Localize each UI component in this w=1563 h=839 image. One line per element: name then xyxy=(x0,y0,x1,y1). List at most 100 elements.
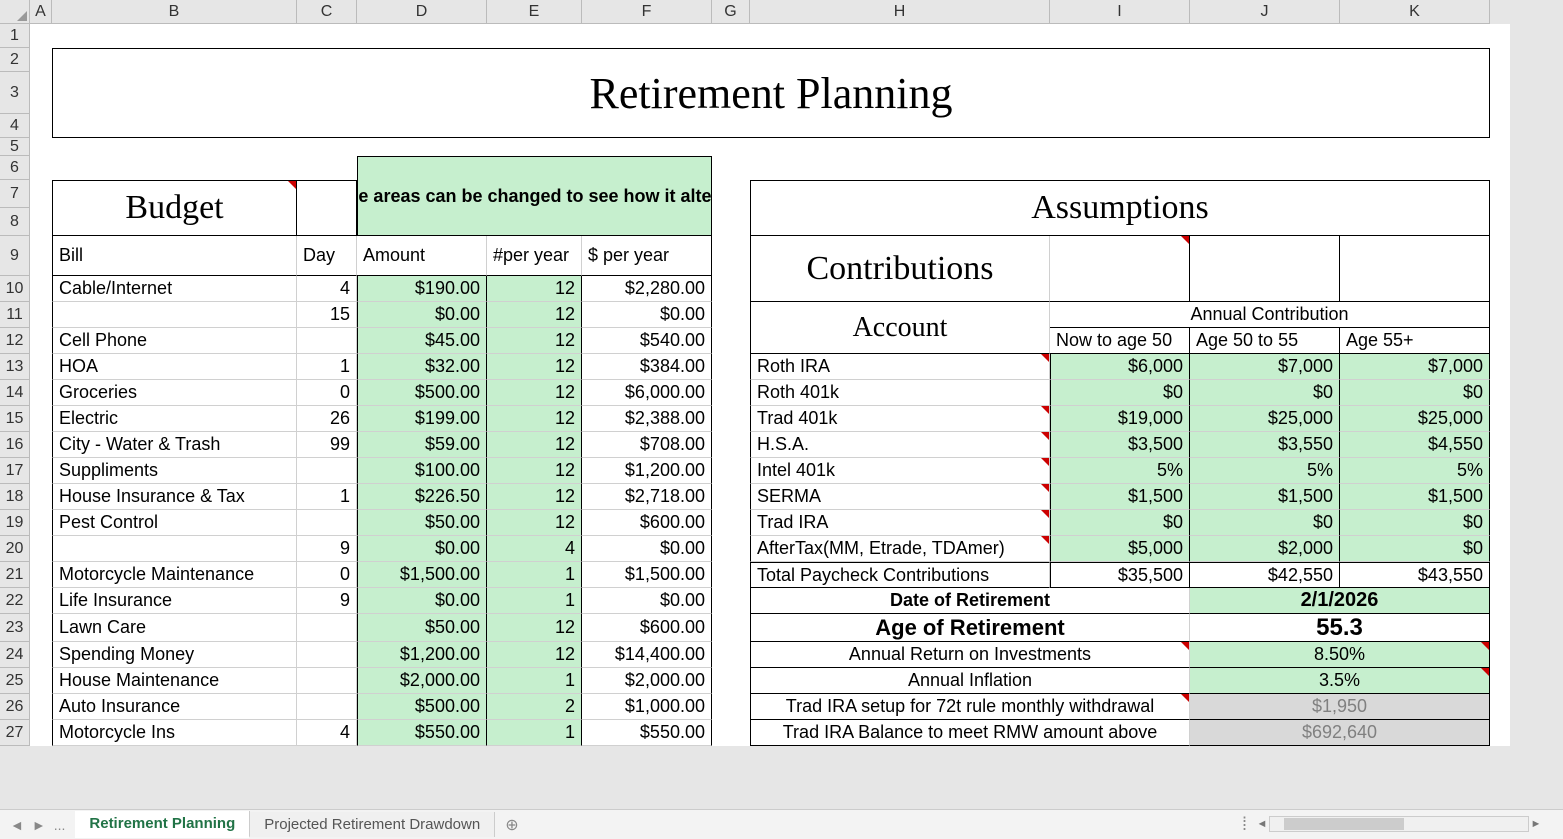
col-header-B[interactable]: B xyxy=(52,0,297,24)
col-header-E[interactable]: E xyxy=(487,0,582,24)
budget-bill-11[interactable] xyxy=(52,302,297,328)
budget-pery-15[interactable]: 12 xyxy=(487,406,582,432)
contrib-v1-15[interactable]: $19,000 xyxy=(1050,406,1190,432)
row-header-26[interactable]: 26 xyxy=(0,694,30,720)
budget-day-11[interactable]: 15 xyxy=(297,302,357,328)
row-header-25[interactable]: 25 xyxy=(0,668,30,694)
budget-amount-17[interactable]: $100.00 xyxy=(357,458,487,484)
tab-projected-drawdown[interactable]: Projected Retirement Drawdown xyxy=(250,812,495,837)
contrib-v1-19[interactable]: $0 xyxy=(1050,510,1190,536)
contrib-v3-15[interactable]: $25,000 xyxy=(1340,406,1490,432)
add-sheet-button[interactable]: ⊕ xyxy=(495,815,528,835)
contrib-acct-15[interactable]: Trad 401k xyxy=(750,406,1050,432)
budget-bill-19[interactable]: Pest Control xyxy=(52,510,297,536)
contrib-acct-14[interactable]: Roth 401k xyxy=(750,380,1050,406)
budget-pery-22[interactable]: 1 xyxy=(487,588,582,614)
budget-day-12[interactable] xyxy=(297,328,357,354)
budget-day-20[interactable]: 9 xyxy=(297,536,357,562)
budget-amount-16[interactable]: $59.00 xyxy=(357,432,487,458)
budget-day-14[interactable]: 0 xyxy=(297,380,357,406)
budget-pery-27[interactable]: 1 xyxy=(487,720,582,746)
budget-amount-22[interactable]: $0.00 xyxy=(357,588,487,614)
budget-day-10[interactable]: 4 xyxy=(297,276,357,302)
horizontal-scrollbar[interactable]: ⁞ ◄ ► xyxy=(1242,809,1563,839)
scroll-left-icon[interactable]: ◄ xyxy=(1255,816,1269,832)
budget-bill-16[interactable]: City - Water & Trash xyxy=(52,432,297,458)
contrib-v1-14[interactable]: $0 xyxy=(1050,380,1190,406)
col-header-J[interactable]: J xyxy=(1190,0,1340,24)
tab-retirement-planning[interactable]: Retirement Planning xyxy=(75,811,250,838)
budget-day-24[interactable] xyxy=(297,642,357,668)
scroll-thumb[interactable] xyxy=(1284,818,1404,830)
budget-bill-15[interactable]: Electric xyxy=(52,406,297,432)
tab-prev-icon[interactable]: ◄ xyxy=(8,817,26,833)
row-header-11[interactable]: 11 xyxy=(0,302,30,328)
row-header-17[interactable]: 17 xyxy=(0,458,30,484)
row-header-13[interactable]: 13 xyxy=(0,354,30,380)
col-header-C[interactable]: C xyxy=(297,0,357,24)
contrib-v1-16[interactable]: $3,500 xyxy=(1050,432,1190,458)
budget-pery-23[interactable]: 12 xyxy=(487,614,582,642)
budget-bill-21[interactable]: Motorcycle Maintenance xyxy=(52,562,297,588)
budget-bill-10[interactable]: Cable/Internet xyxy=(52,276,297,302)
annual-inflation-value[interactable]: 3.5% xyxy=(1190,668,1490,694)
budget-day-13[interactable]: 1 xyxy=(297,354,357,380)
row-header-20[interactable]: 20 xyxy=(0,536,30,562)
budget-pery-16[interactable]: 12 xyxy=(487,432,582,458)
contrib-acct-18[interactable]: SERMA xyxy=(750,484,1050,510)
budget-amount-20[interactable]: $0.00 xyxy=(357,536,487,562)
budget-amount-25[interactable]: $2,000.00 xyxy=(357,668,487,694)
budget-amount-23[interactable]: $50.00 xyxy=(357,614,487,642)
scroll-right-icon[interactable]: ► xyxy=(1529,816,1543,832)
select-all-corner[interactable] xyxy=(0,0,30,24)
budget-bill-18[interactable]: House Insurance & Tax xyxy=(52,484,297,510)
budget-bill-25[interactable]: House Maintenance xyxy=(52,668,297,694)
col-header-I[interactable]: I xyxy=(1050,0,1190,24)
budget-pery-12[interactable]: 12 xyxy=(487,328,582,354)
budget-pery-13[interactable]: 12 xyxy=(487,354,582,380)
contrib-v1-20[interactable]: $5,000 xyxy=(1050,536,1190,562)
budget-amount-15[interactable]: $199.00 xyxy=(357,406,487,432)
budget-pery-26[interactable]: 2 xyxy=(487,694,582,720)
annual-return-value[interactable]: 8.50% xyxy=(1190,642,1490,668)
contrib-v3-14[interactable]: $0 xyxy=(1340,380,1490,406)
budget-bill-22[interactable]: Life Insurance xyxy=(52,588,297,614)
contrib-acct-19[interactable]: Trad IRA xyxy=(750,510,1050,536)
contrib-acct-13[interactable]: Roth IRA xyxy=(750,354,1050,380)
budget-day-16[interactable]: 99 xyxy=(297,432,357,458)
contrib-v2-15[interactable]: $25,000 xyxy=(1190,406,1340,432)
contrib-acct-16[interactable]: H.S.A. xyxy=(750,432,1050,458)
row-header-23[interactable]: 23 xyxy=(0,614,30,642)
budget-bill-20[interactable] xyxy=(52,536,297,562)
budget-amount-24[interactable]: $1,200.00 xyxy=(357,642,487,668)
contrib-acct-20[interactable]: AfterTax(MM, Etrade, TDAmer) xyxy=(750,536,1050,562)
budget-pery-21[interactable]: 1 xyxy=(487,562,582,588)
contrib-v1-17[interactable]: 5% xyxy=(1050,458,1190,484)
budget-pery-20[interactable]: 4 xyxy=(487,536,582,562)
budget-day-21[interactable]: 0 xyxy=(297,562,357,588)
grid-area[interactable]: Retirement PlanningEverything in these a… xyxy=(30,24,1563,809)
budget-day-17[interactable] xyxy=(297,458,357,484)
budget-amount-26[interactable]: $500.00 xyxy=(357,694,487,720)
budget-amount-19[interactable]: $50.00 xyxy=(357,510,487,536)
budget-day-18[interactable]: 1 xyxy=(297,484,357,510)
tab-next-icon[interactable]: ► xyxy=(30,817,48,833)
row-header-16[interactable]: 16 xyxy=(0,432,30,458)
contrib-v3-18[interactable]: $1,500 xyxy=(1340,484,1490,510)
contrib-v2-19[interactable]: $0 xyxy=(1190,510,1340,536)
budget-bill-27[interactable]: Motorcycle Ins xyxy=(52,720,297,746)
budget-day-27[interactable]: 4 xyxy=(297,720,357,746)
contrib-v2-16[interactable]: $3,550 xyxy=(1190,432,1340,458)
budget-bill-12[interactable]: Cell Phone xyxy=(52,328,297,354)
scroll-track[interactable] xyxy=(1269,816,1529,832)
contrib-v2-14[interactable]: $0 xyxy=(1190,380,1340,406)
row-header-15[interactable]: 15 xyxy=(0,406,30,432)
row-header-14[interactable]: 14 xyxy=(0,380,30,406)
budget-pery-19[interactable]: 12 xyxy=(487,510,582,536)
contrib-v1-13[interactable]: $6,000 xyxy=(1050,354,1190,380)
budget-amount-12[interactable]: $45.00 xyxy=(357,328,487,354)
budget-bill-14[interactable]: Groceries xyxy=(52,380,297,406)
row-header-7[interactable]: 7 xyxy=(0,180,30,208)
contrib-v3-17[interactable]: 5% xyxy=(1340,458,1490,484)
col-header-K[interactable]: K xyxy=(1340,0,1490,24)
